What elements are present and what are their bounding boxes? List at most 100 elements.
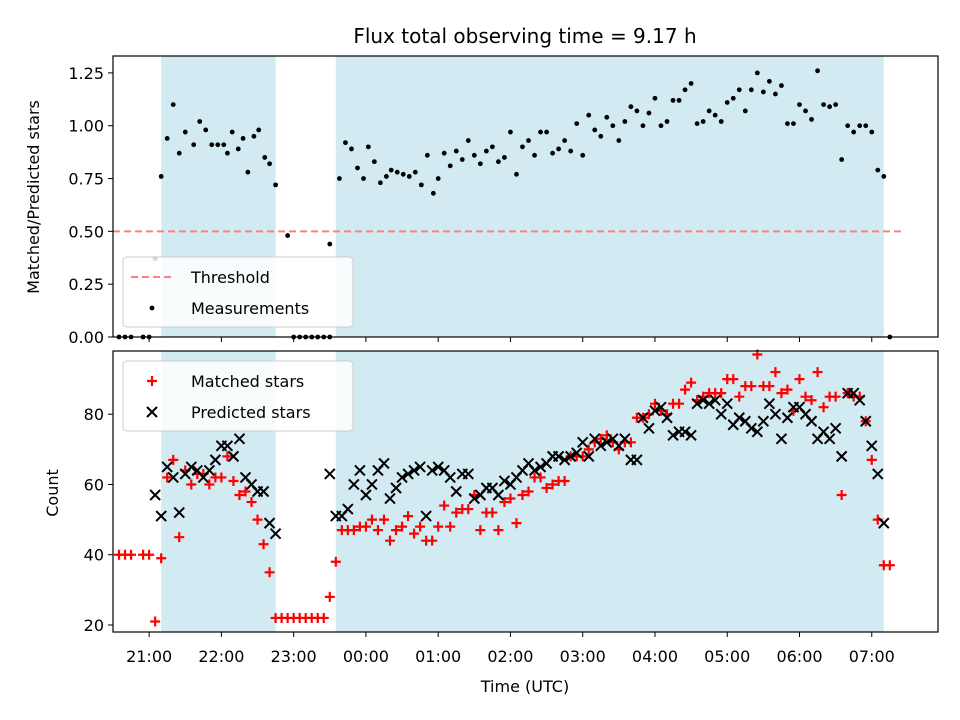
predicted-stars-point — [601, 436, 613, 449]
chart-title: Flux total observing time = 9.17 h — [353, 24, 696, 48]
measurement-point — [514, 171, 519, 177]
measurement-point — [538, 129, 543, 135]
legend-matched-marker — [147, 376, 157, 386]
predicted-stars-point — [661, 412, 673, 424]
measurement-point — [809, 116, 814, 122]
measurement-point — [453, 148, 459, 154]
measurement-point — [694, 121, 700, 127]
measurement-point — [245, 169, 251, 175]
matched-stars-point — [764, 381, 775, 392]
matched-stars-point — [746, 381, 757, 392]
measurement-point — [229, 129, 235, 135]
bottom-y-tick-label: 60 — [84, 475, 104, 494]
measurement-point — [881, 174, 887, 179]
predicted-stars-point — [378, 457, 390, 470]
predicted-stars-point — [360, 489, 372, 501]
top-axes-frame — [112, 55, 939, 338]
predicted-stars-point — [408, 464, 420, 477]
measurement-point — [459, 157, 465, 162]
predicted-stars-point — [263, 517, 276, 529]
matched-stars-point — [403, 511, 414, 522]
predicted-stars-point — [715, 408, 727, 420]
measurement-point — [839, 157, 845, 162]
x-axis-label: Time (UTC) — [480, 677, 569, 696]
measurement-point — [383, 174, 389, 179]
top-y-tick-label: 0.75 — [68, 170, 104, 189]
predicted-stars-point — [697, 394, 709, 406]
predicted-stars-point — [149, 489, 161, 501]
predicted-stars-point — [558, 454, 571, 466]
measurement-point — [477, 161, 483, 167]
predicted-stars-point — [721, 397, 733, 410]
measurement-point — [652, 95, 658, 101]
bottom-axes-frame — [112, 350, 939, 633]
matched-stars-point — [156, 553, 167, 564]
measurement-point — [176, 150, 182, 156]
predicted-stars-point — [426, 464, 438, 477]
measurement-point — [526, 138, 531, 143]
top-y-tick-label: 0.00 — [68, 328, 104, 347]
matched-stars-point — [174, 532, 185, 543]
predicted-stars-point — [390, 482, 402, 494]
measurement-point — [225, 150, 230, 156]
predicted-stars-point — [257, 485, 270, 498]
matched-stars-point — [493, 525, 504, 536]
measurement-point — [869, 129, 875, 135]
predicted-stars-point — [185, 461, 197, 473]
predicted-stars-point — [781, 412, 794, 424]
predicted-stars-point — [655, 401, 667, 413]
matched-stars-point — [836, 490, 847, 501]
matched-stars-point — [324, 591, 335, 602]
top-y-axis-label: Matched/Predicted stars — [24, 100, 43, 294]
matched-stars-point — [246, 497, 257, 508]
predicted-stars-point — [396, 471, 408, 484]
measurement-point — [412, 169, 418, 175]
predicted-stars-point — [570, 447, 583, 459]
measurement-point — [706, 108, 712, 114]
measurement-point — [574, 121, 580, 127]
measurement-point — [489, 144, 495, 150]
matched-stars-point — [734, 391, 745, 402]
measurement-point — [256, 127, 262, 133]
matched-stars-point — [378, 514, 389, 525]
predicted-stars-point — [342, 503, 354, 515]
measurement-point — [622, 119, 628, 124]
matched-stars-point — [415, 521, 426, 532]
measurement-point — [712, 112, 718, 118]
measurement-point — [676, 97, 682, 103]
measurement-point — [164, 135, 170, 141]
measurement-point — [580, 152, 586, 158]
predicted-stars-point — [649, 405, 661, 417]
measurement-point — [730, 95, 736, 101]
matched-stars-point — [234, 490, 245, 501]
matched-stars-point — [222, 451, 233, 462]
top-y-tick-label: 1.25 — [68, 64, 104, 83]
predicted-stars-point — [733, 412, 745, 424]
bottom-legend-box — [122, 360, 354, 432]
matched-stars-point — [541, 482, 552, 493]
measurement-point — [262, 155, 268, 160]
measurement-point — [779, 83, 784, 88]
matched-stars-point — [463, 504, 474, 515]
top-panel: 0.00 0.25 0.50 0.75 1.00 1.25 Threshold Measure… — [68, 55, 939, 347]
predicted-stars-point — [528, 464, 541, 477]
predicted-stars-point — [161, 461, 173, 473]
measurement-point — [424, 152, 430, 158]
predicted-stars-point — [203, 464, 216, 477]
measurement-point — [857, 123, 863, 129]
predicted-stars-point — [860, 415, 872, 427]
measurement-point — [664, 119, 670, 124]
predicted-stars-point — [227, 450, 240, 463]
measurement-point — [418, 182, 424, 188]
measurement-point — [371, 159, 377, 165]
predicted-stars-point — [492, 489, 505, 501]
predicted-stars-point — [829, 422, 842, 434]
predicted-stars-point — [775, 433, 788, 445]
measurement-point — [562, 138, 568, 143]
legend-predicted-marker — [146, 406, 158, 418]
measurement-point — [791, 121, 796, 127]
predicted-stars-point — [420, 510, 432, 522]
measurement-point — [394, 169, 400, 175]
matched-stars-point — [728, 374, 739, 385]
matched-stars-point — [770, 367, 781, 378]
